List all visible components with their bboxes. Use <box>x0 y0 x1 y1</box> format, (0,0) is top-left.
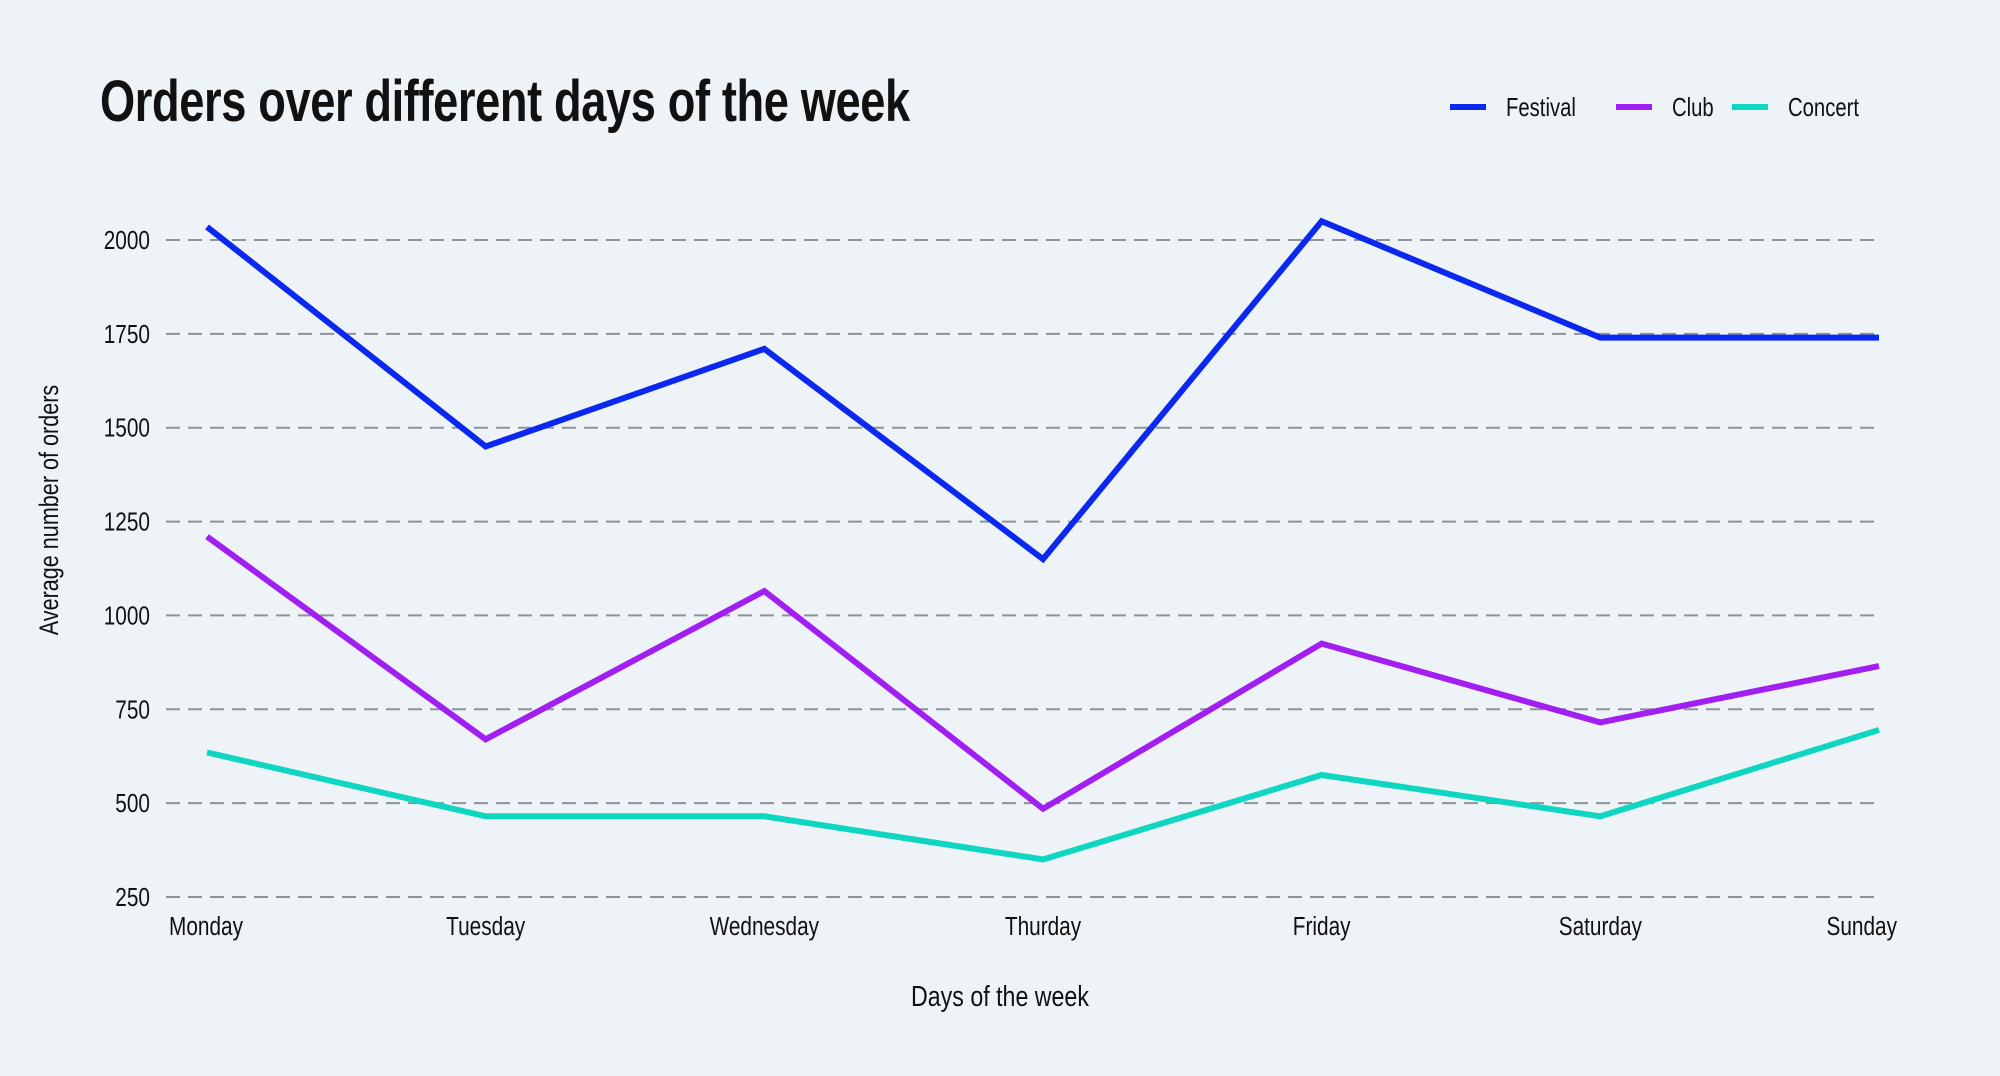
x-tick-label: Tuesday <box>446 912 525 941</box>
y-tick-label: 250 <box>115 883 150 912</box>
legend-swatch-concert <box>1732 104 1768 110</box>
legend-item-concert: Concert <box>1732 92 1879 122</box>
x-axis-title: Days of the week <box>911 979 1090 1012</box>
y-tick-label: 2000 <box>104 226 150 255</box>
y-tick-label: 1750 <box>104 320 150 349</box>
legend-label-festival: Festival <box>1506 91 1576 122</box>
x-tick-label: Thurday <box>1005 912 1081 941</box>
y-axis-title: Average number of orders <box>35 385 65 635</box>
legend-swatch-club <box>1616 104 1652 110</box>
chart-title: Orders over different days of the week <box>100 68 1138 135</box>
y-tick-label: 1250 <box>104 507 150 536</box>
legend-item-club: Club <box>1616 92 1725 122</box>
y-tick-label: 500 <box>115 789 150 818</box>
y-tick-label: 1000 <box>104 601 150 630</box>
x-tick-label: Saturday <box>1559 912 1642 941</box>
x-tick-label: Friday <box>1293 912 1351 941</box>
chart-title-text: Orders over different days of the week <box>100 69 910 134</box>
y-tick-label: 750 <box>115 695 150 724</box>
x-tick-label: Sunday <box>1826 912 1897 941</box>
legend-swatch-festival <box>1450 104 1486 110</box>
series-line-festival <box>205 217 1879 564</box>
x-tick-label: Monday <box>169 912 243 941</box>
y-tick-label: 1500 <box>104 414 150 443</box>
series-line-concert <box>206 727 1880 863</box>
x-tick-label: Wednesday <box>710 912 820 941</box>
legend-label-concert: Concert <box>1788 91 1860 122</box>
legend-item-festival: Festival <box>1450 92 1596 122</box>
series-line-club <box>205 534 1880 813</box>
legend-label-club: Club <box>1672 91 1714 122</box>
